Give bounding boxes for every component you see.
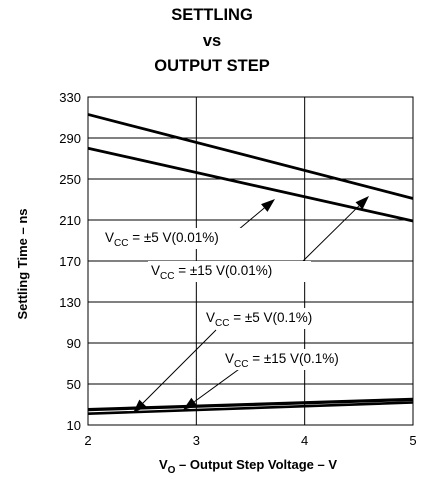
arrow-line bbox=[194, 366, 243, 403]
y-tick-label: 330 bbox=[59, 90, 81, 105]
x-tick-label: 3 bbox=[193, 433, 200, 448]
series-line-2 bbox=[87, 146, 414, 223]
y-tick-label: 90 bbox=[67, 336, 81, 351]
annotation-symbol: V bbox=[206, 310, 215, 325]
annotation-background bbox=[203, 308, 343, 329]
annotation-symbol: V bbox=[105, 230, 114, 245]
y-tick-label: 290 bbox=[59, 131, 81, 146]
annotation-label-1: VCC = ±5 V(0.01%) bbox=[105, 230, 219, 249]
arrow-line bbox=[237, 207, 265, 231]
arrow-head bbox=[355, 196, 369, 210]
arrow-head bbox=[183, 397, 198, 410]
y-tick-label: 10 bbox=[67, 418, 81, 433]
annotation-subscript: CC bbox=[234, 359, 248, 370]
annotation-background bbox=[102, 228, 246, 249]
x-tick-label: 5 bbox=[409, 433, 416, 448]
y-axis-label: Settling Time – ns bbox=[15, 208, 30, 319]
annotation-subscript: CC bbox=[114, 238, 128, 249]
chart-title-line-1: SETTLING bbox=[171, 6, 253, 24]
annotation-label-3: VCC = ±5 V(0.1%) bbox=[206, 310, 312, 329]
x-axis-label: VO – Output Step Voltage – V bbox=[159, 457, 337, 476]
annotation-symbol: V bbox=[151, 263, 160, 278]
y-tick-label: 170 bbox=[59, 254, 81, 269]
arrow-head bbox=[133, 399, 147, 413]
annotation-text: = ±15 V(0.01%) bbox=[174, 263, 272, 278]
annotation-background bbox=[222, 349, 370, 370]
annotation-arrows bbox=[133, 196, 369, 413]
plot-area bbox=[87, 96, 414, 426]
arrow-line bbox=[301, 205, 360, 263]
series-line-1 bbox=[87, 113, 414, 200]
annotation-label-4: VCC = ±15 V(0.1%) bbox=[225, 351, 339, 370]
x-axis-label-main: V bbox=[159, 457, 168, 472]
x-tick-label: 4 bbox=[301, 433, 308, 448]
y-tick-label: 250 bbox=[59, 172, 81, 187]
annotation-text: = ±15 V(0.1%) bbox=[248, 351, 338, 366]
arrow-line bbox=[142, 329, 217, 404]
annotation-subscript: CC bbox=[215, 318, 229, 329]
tick-labels: 10 50 90 130 170 210 250 290 330 2 3 4 5 bbox=[59, 90, 416, 448]
x-axis-label-subscript: O bbox=[168, 465, 176, 476]
arrow-head bbox=[261, 199, 275, 212]
annotation-label-2: VCC = ±15 V(0.01%) bbox=[151, 263, 272, 282]
x-tick-label: 2 bbox=[84, 433, 91, 448]
x-axis-label-rest: – Output Step Voltage – V bbox=[175, 457, 337, 472]
annotation-text: = ±5 V(0.1%) bbox=[229, 310, 312, 325]
chart-title-line-2: vs bbox=[202, 32, 222, 50]
y-tick-label: 50 bbox=[67, 377, 81, 392]
annotation-background bbox=[148, 261, 311, 282]
annotations: VCC = ±5 V(0.01%)VCC = ±15 V(0.01%)VCC =… bbox=[102, 228, 370, 370]
chart-title-line-3: OUTPUT STEP bbox=[154, 57, 270, 75]
annotation-symbol: V bbox=[225, 351, 234, 366]
series-line-4 bbox=[87, 401, 414, 416]
y-tick-label: 210 bbox=[59, 213, 81, 228]
annotation-subscript: CC bbox=[160, 271, 174, 282]
annotation-text: = ±5 V(0.01%) bbox=[128, 230, 218, 245]
y-tick-label: 130 bbox=[59, 295, 81, 310]
